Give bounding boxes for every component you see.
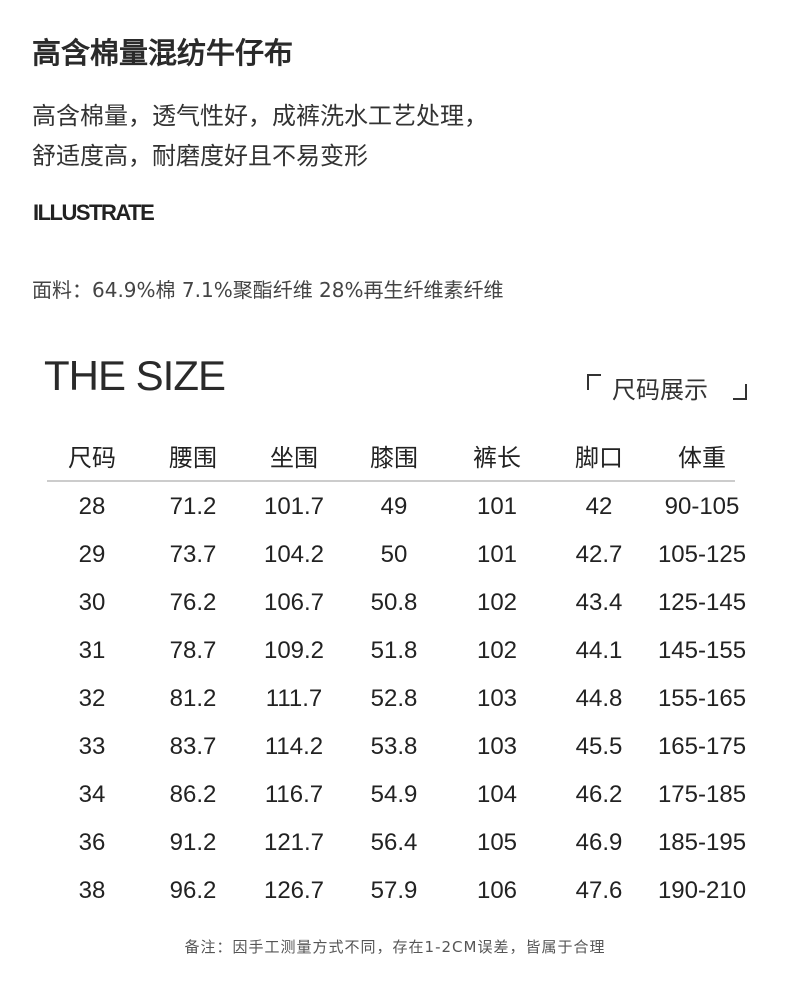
table-cell: 81.2 (169, 685, 217, 712)
table-cell: 33 (78, 733, 106, 760)
table-cell: 38 (78, 877, 106, 904)
table-cell: 86.2 (169, 781, 217, 808)
table-cell: 45.5 (575, 733, 623, 760)
table-cell: 78.7 (169, 637, 217, 664)
table-cell: 51.8 (370, 637, 418, 664)
table-cell: 105 (476, 829, 518, 856)
description-line-1: 高含棉量，透气性好，成裤洗水工艺处理， (32, 102, 488, 130)
table-header-cell: 体重 (678, 444, 726, 472)
table-cell: 34 (78, 781, 106, 808)
table-cell: 53.8 (370, 733, 418, 760)
table-header-cell: 坐围 (270, 444, 318, 472)
table-cell: 73.7 (169, 541, 217, 568)
table-cell: 114.2 (264, 733, 324, 760)
table-cell: 57.9 (370, 877, 418, 904)
table-cell: 101 (476, 493, 518, 520)
table-cell: 54.9 (370, 781, 418, 808)
table-cell: 50.8 (370, 589, 418, 616)
table-cell: 103 (476, 685, 518, 712)
table-cell: 145-155 (657, 637, 747, 664)
table-header-cell: 腰围 (169, 444, 217, 472)
table-cell: 96.2 (169, 877, 217, 904)
table-header-cell: 裤长 (473, 444, 521, 472)
corner-bracket-open-icon (587, 374, 601, 390)
table-cell: 56.4 (370, 829, 418, 856)
table-cell: 185-195 (657, 829, 747, 856)
table-cell: 76.2 (169, 589, 217, 616)
table-cell: 44.8 (575, 685, 623, 712)
table-cell: 106.7 (263, 589, 325, 616)
table-cell: 103 (476, 733, 518, 760)
size-display-label: 尺码展示 (612, 376, 708, 404)
table-cell: 90-105 (664, 493, 740, 520)
header-divider (47, 480, 735, 482)
table-header-cell: 尺码 (68, 444, 116, 472)
table-cell: 116.7 (264, 781, 324, 808)
table-cell: 30 (78, 589, 106, 616)
table-cell: 126.7 (263, 877, 325, 904)
table-cell: 83.7 (169, 733, 217, 760)
table-header-cell: 膝围 (370, 444, 418, 472)
table-cell: 44.1 (575, 637, 623, 664)
table-cell: 43.4 (575, 589, 623, 616)
table-cell: 32 (78, 685, 106, 712)
table-cell: 47.6 (575, 877, 623, 904)
table-cell: 52.8 (370, 685, 418, 712)
table-cell: 101 (476, 541, 518, 568)
table-cell: 101.7 (263, 493, 325, 520)
table-cell: 49 (380, 493, 408, 520)
table-cell: 29 (78, 541, 106, 568)
table-cell: 28 (78, 493, 106, 520)
table-cell: 102 (476, 637, 518, 664)
table-cell: 42.7 (575, 541, 623, 568)
table-cell: 50 (380, 541, 408, 568)
table-cell: 36 (78, 829, 106, 856)
table-cell: 106 (476, 877, 518, 904)
measurement-note: 备注：因手工测量方式不同，存在1-2CM误差，皆属于合理 (184, 938, 606, 956)
table-header-cell: 脚口 (575, 444, 623, 472)
table-cell: 175-185 (657, 781, 747, 808)
table-cell: 155-165 (657, 685, 747, 712)
product-title: 高含棉量混纺牛仔布 (32, 36, 294, 70)
table-cell: 109.2 (263, 637, 325, 664)
table-cell: 104.2 (263, 541, 325, 568)
table-cell: 190-210 (657, 877, 747, 904)
table-cell: 104 (476, 781, 518, 808)
table-cell: 111.7 (265, 685, 323, 712)
size-heading: THE SIZE (44, 352, 226, 399)
table-cell: 31 (78, 637, 106, 664)
fabric-composition: 面料：64.9%棉 7.1%聚酯纤维 28%再生纤维素纤维 (32, 278, 504, 302)
illustrate-heading: ILLUSTRATE (33, 200, 155, 225)
table-cell: 71.2 (169, 493, 217, 520)
description-line-2: 舒适度高，耐磨度好且不易变形 (32, 142, 368, 170)
table-cell: 46.9 (575, 829, 623, 856)
table-cell: 125-145 (657, 589, 747, 616)
table-cell: 46.2 (575, 781, 623, 808)
table-cell: 121.7 (263, 829, 325, 856)
table-cell: 105-125 (657, 541, 747, 568)
table-cell: 42 (585, 493, 613, 520)
table-cell: 102 (476, 589, 518, 616)
table-cell: 165-175 (657, 733, 747, 760)
corner-bracket-close-icon (733, 384, 747, 400)
table-cell: 91.2 (169, 829, 217, 856)
